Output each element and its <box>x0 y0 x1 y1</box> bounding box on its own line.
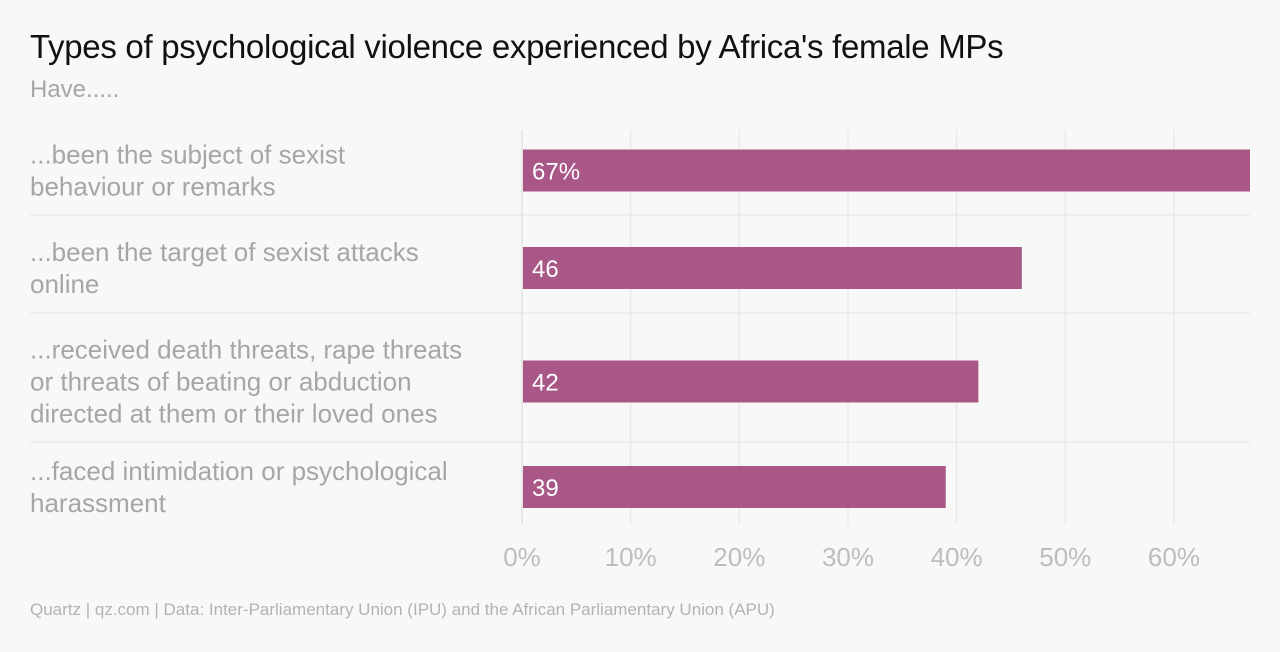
x-tick-label: 30% <box>822 542 874 572</box>
category-label: ...been the target of sexist attacks onli… <box>30 237 419 299</box>
bar-value-label: 42 <box>532 370 559 397</box>
category-label: ...faced intimidation or psychological ha… <box>30 456 448 518</box>
bar-value-label: 39 <box>532 475 559 502</box>
bar <box>523 360 979 403</box>
source-note: Quartz | qz.com | Data: Inter-Parliament… <box>30 600 775 619</box>
chart-subtitle: Have..... <box>30 76 120 103</box>
bar <box>523 149 1250 192</box>
bar-value-label: 67% <box>532 159 580 186</box>
x-tick-label: 0% <box>503 542 541 572</box>
bar-value-label: 46 <box>532 256 559 283</box>
bar <box>523 466 946 508</box>
x-tick-label: 20% <box>713 542 765 572</box>
bar <box>523 247 1022 289</box>
category-label: ...been the subject of sexist behaviour o… <box>30 140 346 202</box>
chart-title: Types of psychological violence experien… <box>30 28 1004 65</box>
x-tick-label: 40% <box>931 542 983 572</box>
x-tick-label: 10% <box>605 542 657 572</box>
x-tick-label: 60% <box>1148 542 1200 572</box>
category-label: ...received death threats, rape threats o… <box>30 335 462 429</box>
x-tick-label: 50% <box>1039 542 1091 572</box>
